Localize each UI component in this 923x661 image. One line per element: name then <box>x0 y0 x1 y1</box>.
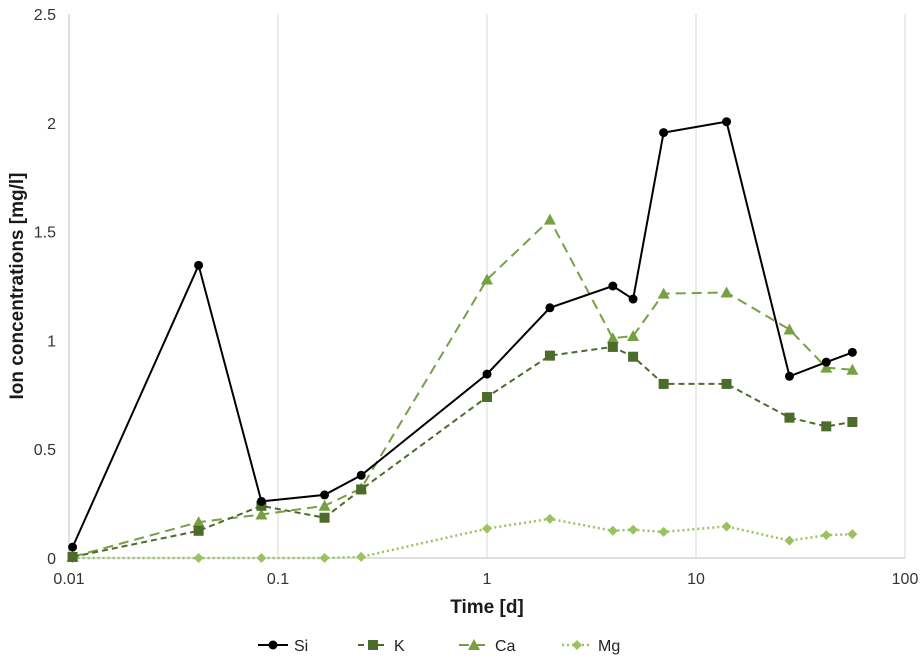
legend-label-si: Si <box>294 638 308 655</box>
legend-marker-mg <box>572 640 582 650</box>
data-point-ca <box>846 363 859 375</box>
data-point-ca <box>255 508 268 520</box>
data-point-si <box>722 117 732 127</box>
legend-label-ca: Ca <box>495 638 516 655</box>
data-point-si <box>659 128 669 138</box>
legend-label-k: K <box>394 638 405 655</box>
x-axis-title: Time [d] <box>450 597 524 618</box>
data-point-si <box>821 357 831 367</box>
data-point-si <box>256 496 266 506</box>
legend: Si K Ca Mg <box>258 638 620 655</box>
tick-labels: 0.01 0.1 1 10 100 0 0.5 1 1.5 2 2.5 <box>34 7 919 588</box>
x-tick-label: 0.01 <box>53 571 84 588</box>
data-point-k <box>784 412 795 423</box>
data-point-mg <box>256 553 267 563</box>
data-point-si <box>847 347 857 357</box>
data-point-mg <box>607 525 618 536</box>
legend-marker-si <box>268 640 278 650</box>
data-point-mg <box>847 529 858 540</box>
data-point-k <box>658 378 669 389</box>
x-tick-label: 10 <box>687 571 705 588</box>
data-point-mg <box>721 521 732 532</box>
y-tick-label: 2.5 <box>34 7 56 24</box>
data-point-si <box>356 470 366 480</box>
legend-marker-ca <box>468 639 480 650</box>
data-point-mg <box>784 535 795 546</box>
data-point-ca <box>783 323 796 335</box>
data-series <box>71 120 853 560</box>
data-point-k <box>628 351 639 362</box>
x-tick-label: 100 <box>892 571 919 588</box>
data-point-ca <box>627 330 640 342</box>
legend-marker-k <box>368 640 378 650</box>
data-point-ca <box>543 213 556 225</box>
data-point-mg <box>658 526 669 537</box>
data-point-mg <box>544 513 555 524</box>
data-point-mg <box>821 530 832 541</box>
data-point-k <box>544 350 555 361</box>
series-line-ca <box>72 217 853 558</box>
data-point-si <box>628 294 638 304</box>
legend-label-mg: Mg <box>598 638 620 655</box>
x-tick-label: 1 <box>483 571 492 588</box>
data-point-mg <box>193 553 204 563</box>
data-point-si <box>194 260 204 270</box>
data-point-si <box>608 281 618 291</box>
data-point-k <box>721 378 732 389</box>
series-line-si <box>71 120 853 548</box>
data-point-ca <box>820 361 833 373</box>
data-point-si <box>320 490 330 500</box>
data-markers <box>66 117 859 563</box>
y-tick-label: 0.5 <box>34 442 56 459</box>
y-tick-label: 2 <box>47 116 56 133</box>
data-point-mg <box>628 524 639 535</box>
data-point-ca <box>318 499 331 511</box>
data-point-k <box>193 525 204 536</box>
data-point-k <box>821 421 832 432</box>
data-point-k <box>356 484 367 495</box>
grid-lines <box>277 14 906 558</box>
data-point-ca <box>481 273 493 285</box>
data-point-ca <box>192 516 205 528</box>
data-point-k <box>607 341 618 352</box>
data-point-si <box>68 542 78 552</box>
y-tick-label: 1 <box>47 333 56 350</box>
data-point-si <box>545 303 555 313</box>
data-point-k <box>847 417 858 427</box>
data-point-k <box>67 551 78 562</box>
data-point-mg <box>319 553 330 563</box>
data-point-k <box>482 391 492 402</box>
y-tick-label: 0 <box>47 551 56 568</box>
y-axis-title: Ion concentrations [mg/l] <box>7 173 28 400</box>
y-tick-label: 1.5 <box>34 225 56 242</box>
data-point-ca <box>606 332 619 344</box>
data-point-mg <box>482 523 492 534</box>
data-point-si <box>482 369 492 379</box>
data-point-mg <box>356 551 367 562</box>
data-point-ca <box>657 287 670 299</box>
x-tick-label: 0.1 <box>267 571 289 588</box>
data-point-ca <box>720 286 733 298</box>
data-point-si <box>784 371 794 381</box>
data-point-k <box>319 512 330 523</box>
